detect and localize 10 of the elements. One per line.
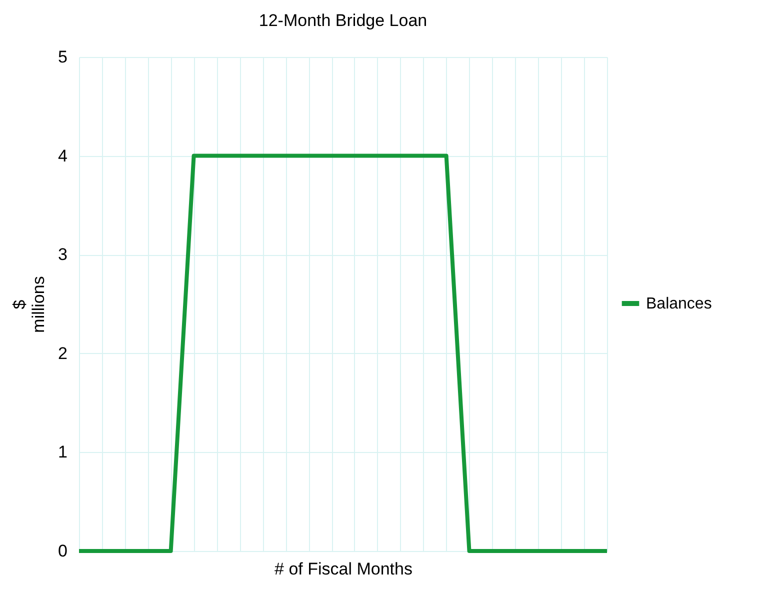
y-tick-label: 3 [58, 245, 68, 264]
y-tick-label: 0 [58, 542, 68, 560]
y-axis-title: $ millions [10, 276, 48, 333]
y-tick-label: 4 [58, 146, 68, 166]
y-tick-label: 2 [58, 344, 68, 363]
legend-label: Balances [646, 296, 712, 312]
x-axis-title: # of Fiscal Months [274, 560, 412, 578]
y-tick-label: 1 [58, 442, 68, 462]
y-tick-label: 5 [58, 48, 68, 66]
chart-title: 12-Month Bridge Loan [258, 11, 428, 30]
